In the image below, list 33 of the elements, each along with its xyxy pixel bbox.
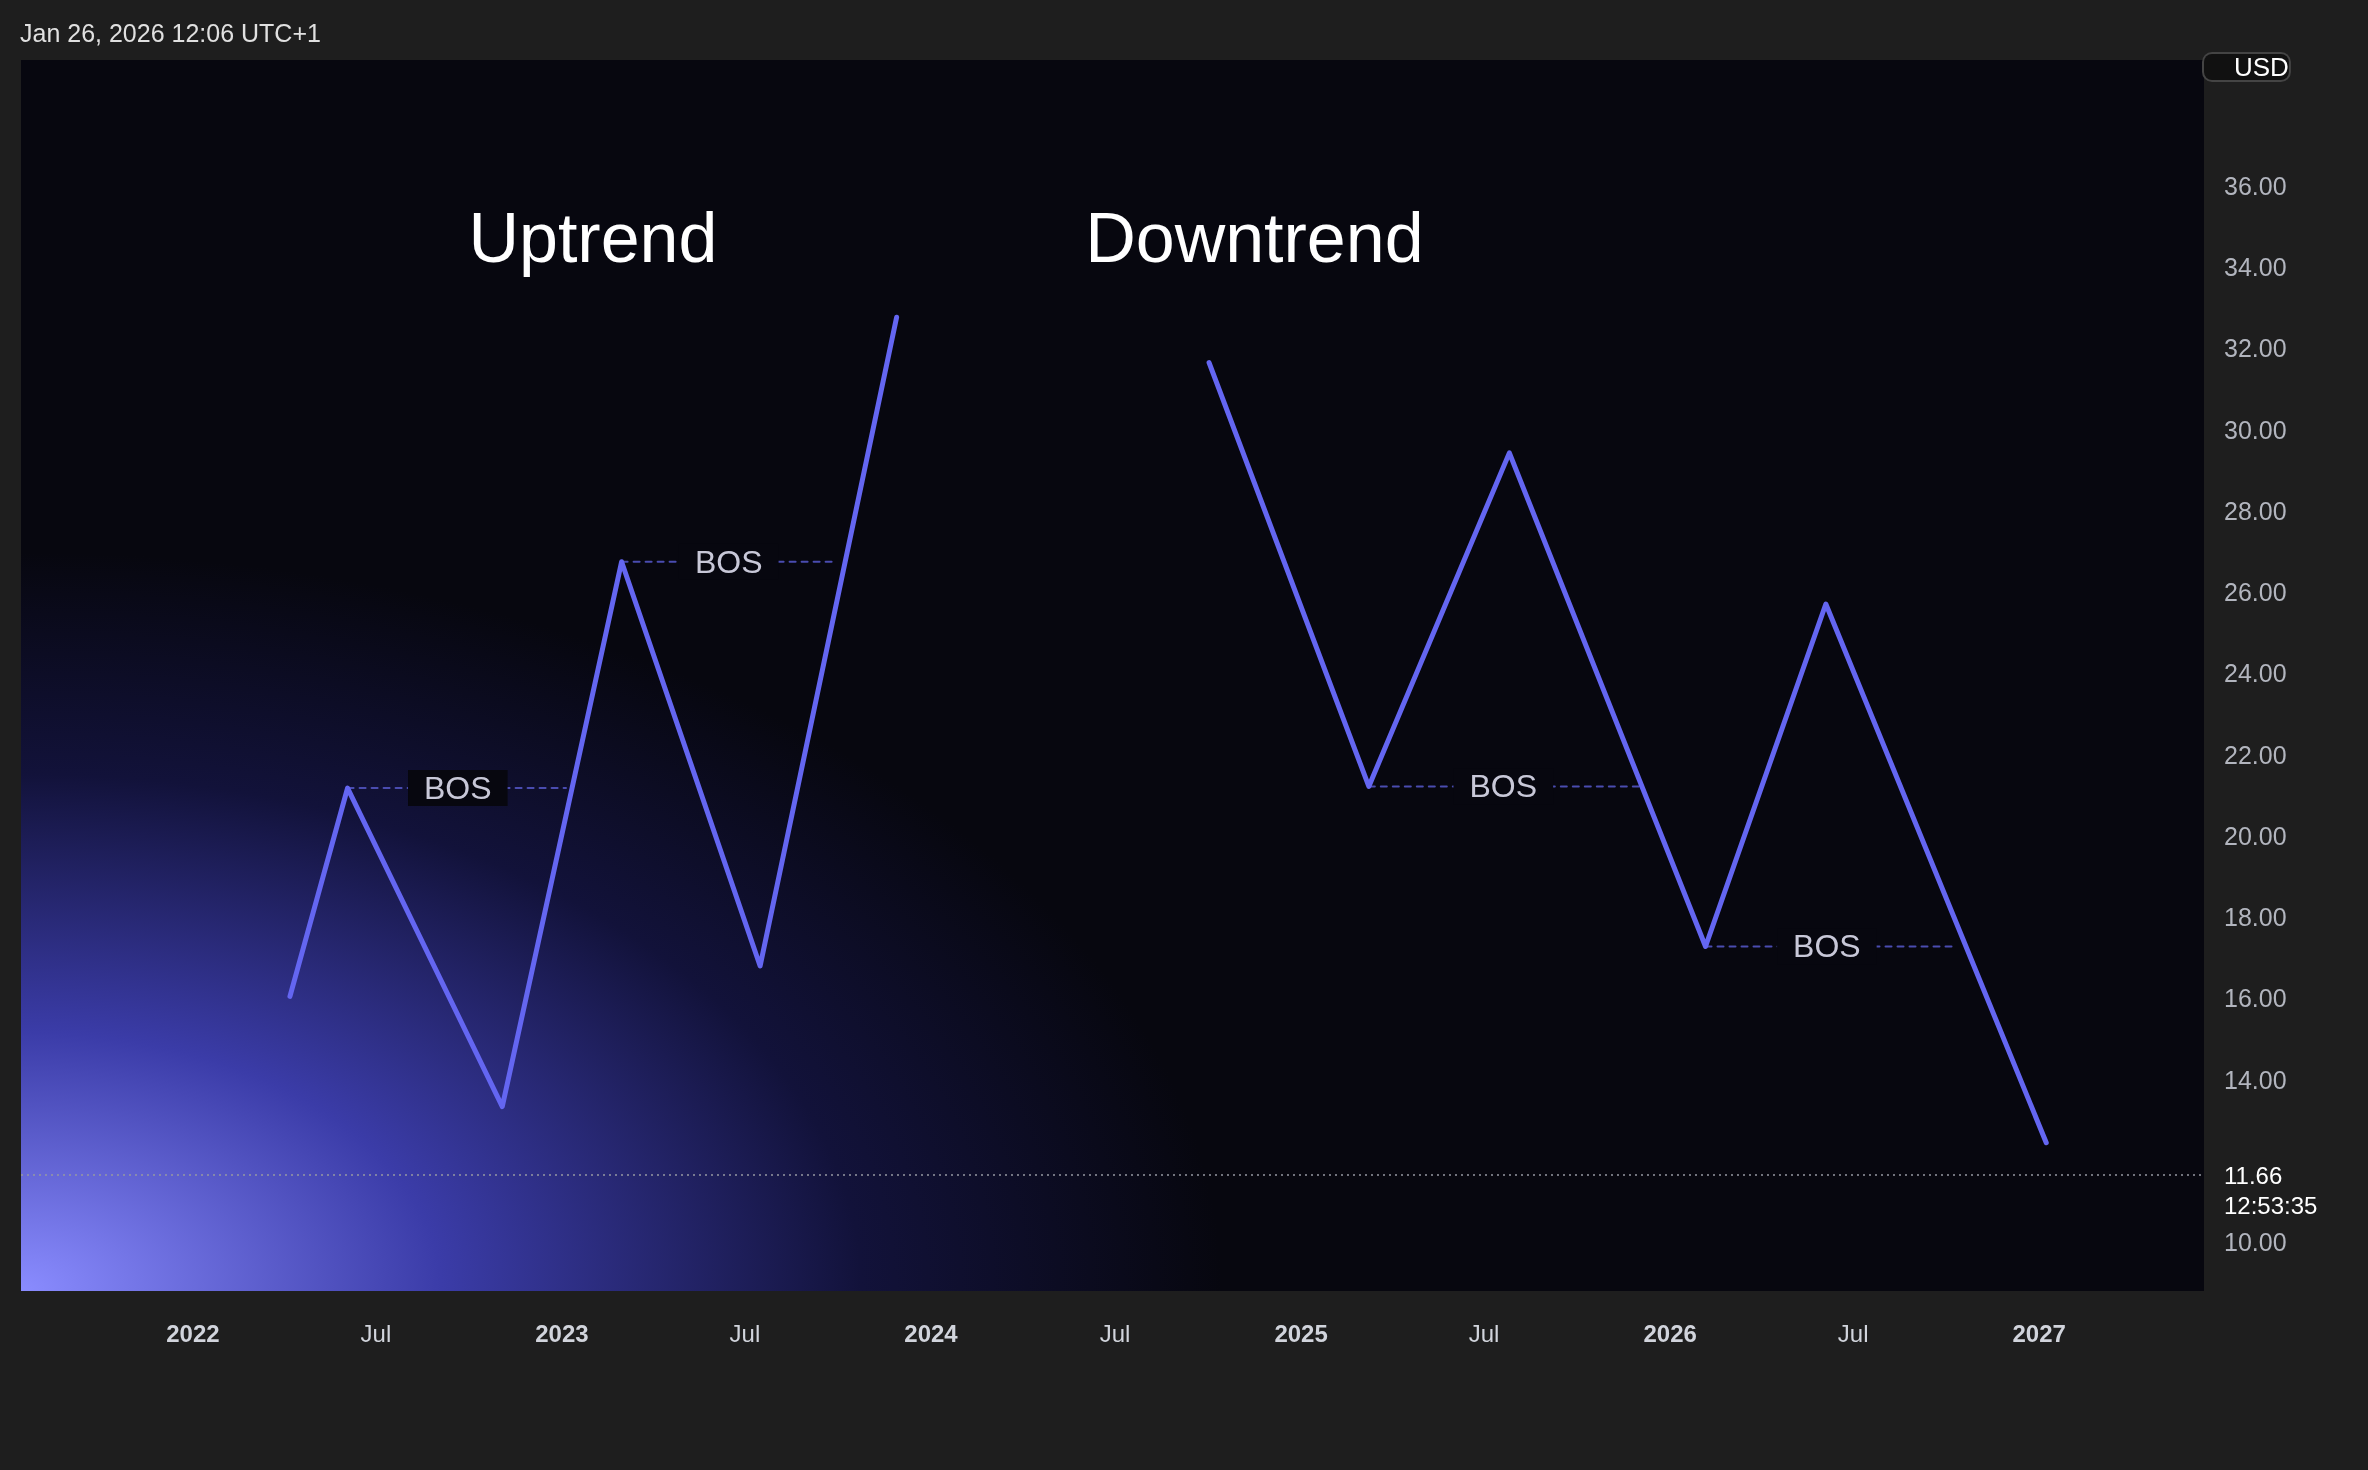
text: Jan 26, 2026 12:06 UTC+1 (20, 18, 321, 47)
y-tick-label: 24.00 (2224, 659, 2287, 688)
annotation: BOS (1469, 768, 1538, 805)
y-tick-label: 26.00 (2224, 578, 2287, 607)
x-tick-label: 2022 (166, 1319, 220, 1347)
x-tick-label: 2025 (1274, 1319, 1328, 1347)
y-tick-label: 10.00 (2224, 1228, 2287, 1257)
x-tick-label: Jul (1837, 1319, 1869, 1347)
y-tick-label: 30.00 (2224, 415, 2287, 444)
y-axis-title: USD (2234, 52, 2289, 82)
annotation: Uptrend (468, 199, 718, 277)
y-tick-label: 14.00 (2224, 1065, 2287, 1094)
y-tick-label: 20.00 (2224, 821, 2287, 850)
x-tick-label: Jul (1099, 1319, 1131, 1347)
annotation: BOS (424, 770, 492, 807)
x-tick-label: 2026 (1643, 1319, 1697, 1347)
y-tick-label: 22.00 (2224, 740, 2287, 769)
x-tick-label: 2024 (904, 1319, 959, 1347)
annotation: Downtrend (1085, 199, 1424, 277)
y-tick-label: 18.00 (2224, 903, 2287, 932)
y-tick-label: 28.00 (2224, 496, 2287, 525)
annotation: BOS (694, 543, 763, 580)
y-tick-label: 16.00 (2224, 984, 2287, 1013)
x-tick-label: Jul (360, 1319, 392, 1347)
ref-line-label: 11.66 12:53:35 (2224, 1162, 2318, 1220)
x-tick-label: Jul (729, 1319, 761, 1347)
x-tick-label: Jul (1468, 1319, 1500, 1347)
x-tick-label: 2027 (2012, 1319, 2066, 1347)
y-tick-label: 32.00 (2224, 334, 2287, 363)
y-tick-label: 36.00 (2224, 171, 2287, 200)
y-tick-label: 34.00 (2224, 253, 2287, 282)
annotation: BOS (1793, 928, 1861, 965)
x-tick-label: 2023 (535, 1319, 589, 1347)
